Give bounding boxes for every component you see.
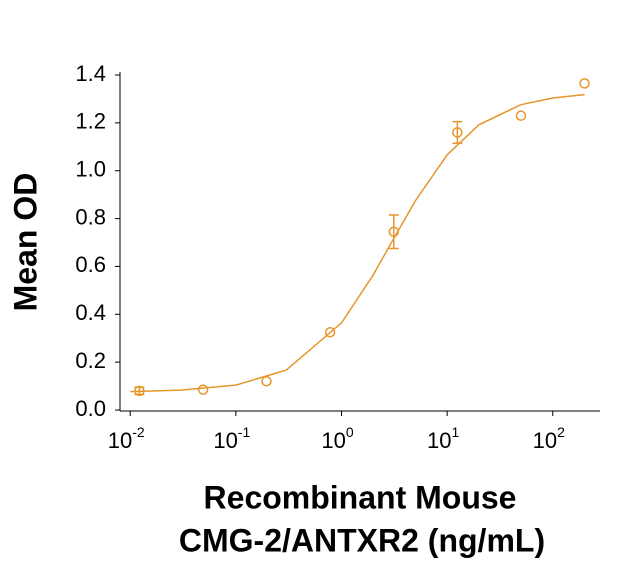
x-tick-base: 10 <box>427 428 451 453</box>
x-tick-label: 10-2 <box>108 424 145 453</box>
y-tick-label: 0.0 <box>75 396 106 421</box>
data-point <box>134 385 145 397</box>
data-point <box>579 78 590 89</box>
data-point <box>261 376 272 387</box>
error-bar <box>388 214 399 250</box>
x-axis-label: Recombinant Mouse <box>204 479 517 515</box>
x-tick-exponent: -2 <box>132 424 145 440</box>
x-tick-base: 10 <box>108 428 132 453</box>
x-tick-label: 100 <box>321 424 353 453</box>
x-tick-label: 101 <box>427 424 459 453</box>
data-point <box>515 110 527 121</box>
x-tick-exponent: 1 <box>451 424 459 440</box>
x-tick-label: 10-1 <box>213 424 250 453</box>
y-axis-label: Mean OD <box>7 173 43 312</box>
y-tick-label: 1.4 <box>75 61 106 86</box>
error-bar <box>452 120 463 144</box>
y-tick-label: 0.2 <box>75 348 106 373</box>
data-point <box>197 384 209 395</box>
x-tick-label: 102 <box>533 424 565 453</box>
y-tick-label: 1.2 <box>75 109 106 134</box>
x-tick-exponent: -1 <box>238 424 251 440</box>
y-tick-label: 0.8 <box>75 204 106 229</box>
x-tick-base: 10 <box>321 428 345 453</box>
x-tick-exponent: 2 <box>557 424 565 440</box>
x-tick-base: 10 <box>533 428 557 453</box>
x-tick-base: 10 <box>213 428 237 453</box>
fit-curve <box>130 93 585 393</box>
x-tick-exponent: 0 <box>346 424 354 440</box>
data-point <box>452 127 463 138</box>
y-tick-label: 1.0 <box>75 157 106 182</box>
y-tick-label: 0.6 <box>75 252 106 277</box>
data-point <box>324 326 336 338</box>
y-tick-label: 0.4 <box>75 300 106 325</box>
data-point <box>388 226 400 237</box>
x-axis-label: CMG-2/ANTXR2 (ng/mL) <box>179 522 545 558</box>
